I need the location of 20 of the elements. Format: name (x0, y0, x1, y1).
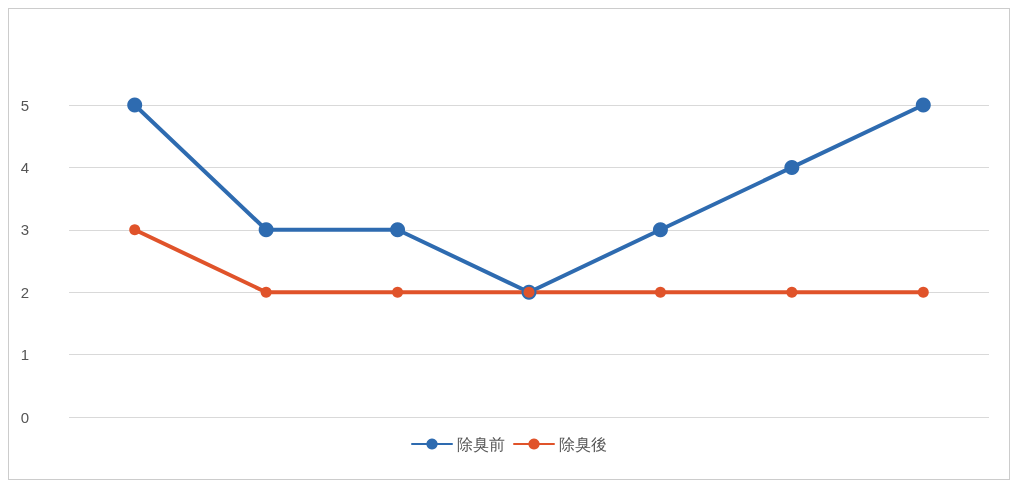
point (652, 222, 668, 238)
legend-label: 除臭前 (457, 435, 505, 453)
point (654, 286, 666, 298)
point (129, 224, 141, 236)
point (392, 286, 404, 298)
point (260, 286, 272, 298)
point (784, 159, 800, 175)
y-tick-label: 0 (20, 408, 29, 426)
point (258, 222, 274, 238)
point (915, 97, 931, 113)
point (917, 286, 929, 298)
point (390, 222, 406, 238)
y-tick-label: 1 (20, 346, 29, 364)
point (127, 97, 143, 113)
point (786, 286, 798, 298)
y-tick-label: 5 (20, 96, 29, 114)
y-tick-label: 2 (20, 283, 29, 301)
legend-label: 除臭後 (559, 435, 607, 453)
y-tick-label: 4 (20, 158, 29, 176)
y-tick-label: 3 (20, 221, 29, 239)
